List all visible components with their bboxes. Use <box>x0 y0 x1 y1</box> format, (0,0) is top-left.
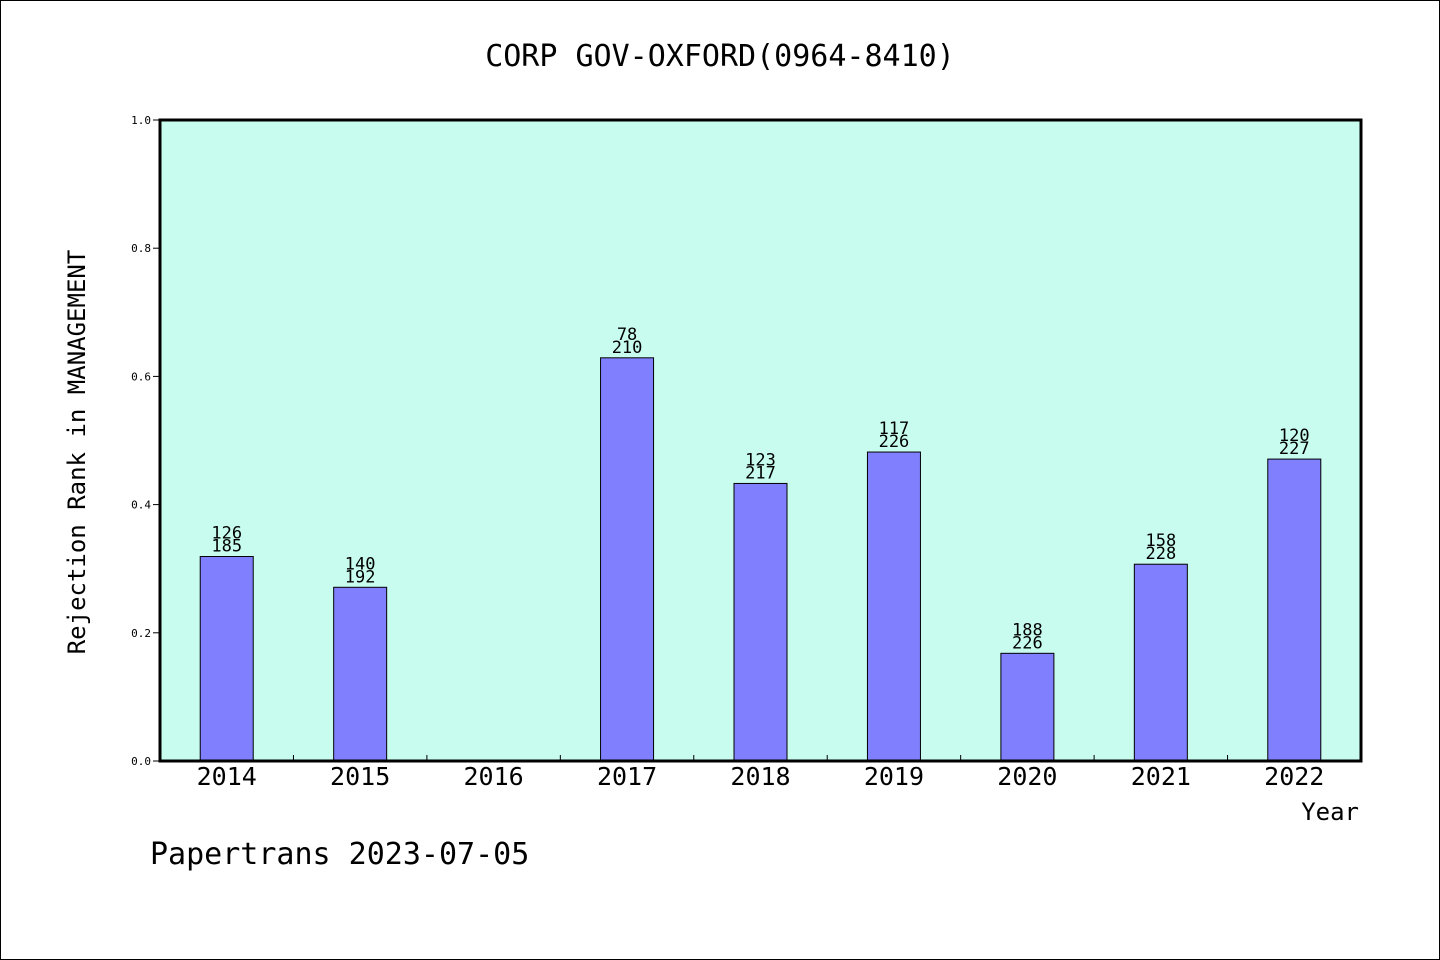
bar-2017 <box>600 357 655 762</box>
x-tick-label-2020: 2020 <box>997 762 1057 791</box>
x-tick-label-2017: 2017 <box>597 762 657 791</box>
x-axis-label: Year <box>1301 798 1359 826</box>
y-tick-label: 0.6 <box>131 370 151 383</box>
bar-2018 <box>733 482 788 762</box>
bar-label-top-2015: 140 <box>345 554 376 574</box>
x-tick-label-2016: 2016 <box>464 762 524 791</box>
x-tick-label-2022: 2022 <box>1264 762 1324 791</box>
bar-label-bottom-2021: 228 <box>1145 544 1176 564</box>
bar-label-bottom-2014: 185 <box>211 537 242 557</box>
bar-label-bottom-2018: 217 <box>745 463 776 483</box>
x-tick-label-2019: 2019 <box>864 762 924 791</box>
y-axis: 0.0 0.2 0.4 0.6 0.8 1.0 <box>131 114 160 768</box>
bar-label-bottom-2017: 210 <box>612 338 643 358</box>
bar-2021 <box>1133 563 1188 762</box>
bar-2015 <box>333 586 388 762</box>
y-tick-label: 0.8 <box>131 242 151 255</box>
plot-border <box>158 118 1363 763</box>
bar-2019 <box>866 451 921 762</box>
bar-label-top-2021: 158 <box>1145 531 1176 551</box>
bar-label-bottom-2022: 227 <box>1279 439 1310 459</box>
bar-2020 <box>1000 652 1055 762</box>
bar-label-top-2014: 126 <box>211 524 242 544</box>
footer-text: Papertrans 2023-07-05 <box>150 837 529 872</box>
bar-label-top-2020: 188 <box>1012 620 1043 640</box>
y-tick-label: 0.2 <box>131 627 151 640</box>
x-tick-label-2021: 2021 <box>1131 762 1191 791</box>
bar-label-top-2022: 120 <box>1279 426 1310 446</box>
y-tick-label: 0.4 <box>131 499 151 512</box>
bar-label-bottom-2019: 226 <box>879 432 910 452</box>
bar-label-bottom-2020: 226 <box>1012 633 1043 653</box>
bar-2014 <box>199 556 254 762</box>
x-tick-label-2018: 2018 <box>730 762 790 791</box>
bar-label-group: 1261851401927821012321711722618822615822… <box>211 325 1309 654</box>
bar-label-bottom-2015: 192 <box>345 567 376 587</box>
x-tick-label-2014: 2014 <box>197 762 257 791</box>
y-tick-label: 1.0 <box>131 114 151 127</box>
bar-label-top-2018: 123 <box>745 450 776 470</box>
bar-label-top-2017: 78 <box>617 325 637 345</box>
y-tick-label: 0.0 <box>131 755 151 768</box>
y-axis-label: Rejection Rank in MANAGEMENT <box>63 250 91 655</box>
x-tick-label-2015: 2015 <box>330 762 390 791</box>
bar-group <box>199 357 1322 762</box>
x-axis: 2014 2015 2016 2017 2018 2019 2020 2021 2022 <box>197 755 1324 791</box>
bar-label-top-2019: 117 <box>879 419 910 439</box>
bar-2022 <box>1267 458 1322 762</box>
chart-title: CORP GOV-OXFORD(0964-8410) <box>485 39 955 74</box>
